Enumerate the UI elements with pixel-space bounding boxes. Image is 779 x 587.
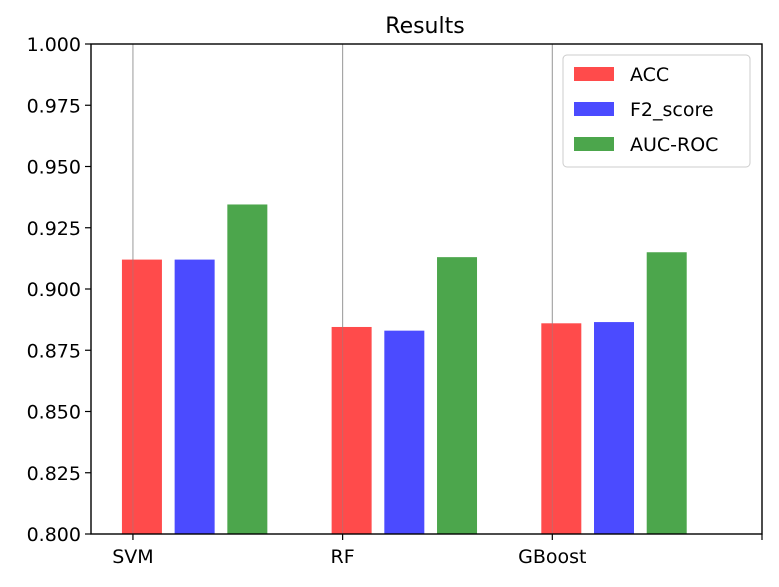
y-tick-label: 0.950: [27, 157, 81, 179]
legend-swatch: [574, 102, 614, 116]
y-tick-label: 0.975: [27, 95, 81, 117]
bar-acc-gboost: [541, 323, 582, 534]
x-tick-label: GBoost: [518, 546, 586, 568]
y-tick-label: 0.925: [27, 218, 81, 240]
bar-acc-svm: [121, 259, 162, 534]
y-tick-label: 1.000: [27, 34, 81, 56]
legend-label: ACC: [630, 64, 669, 86]
legend-label: AUC-ROC: [630, 134, 718, 156]
chart-title: Results: [385, 14, 464, 39]
y-tick-label: 0.825: [27, 463, 81, 485]
y-tick-label: 0.800: [27, 524, 81, 546]
legend-label: F2_score: [630, 99, 714, 121]
x-axis: SVM RF GBoost: [112, 534, 763, 568]
bar-auc-roc-gboost: [646, 252, 687, 534]
bar-f2-score-gboost: [594, 322, 635, 534]
legend-swatch: [574, 67, 614, 81]
y-tick-label: 0.850: [27, 402, 81, 424]
bar-auc-roc-rf: [437, 257, 478, 534]
legend-swatch: [574, 137, 614, 151]
bar-f2-score-rf: [384, 330, 425, 534]
bar-auc-roc-svm: [227, 204, 268, 534]
bars: [121, 44, 687, 534]
bar-acc-rf: [331, 326, 372, 534]
y-tick-label: 0.900: [27, 279, 81, 301]
x-tick-label: RF: [331, 546, 355, 568]
y-axis: 0.800 0.825 0.850 0.875 0.900 0.925 0.950 0.975…: [27, 34, 91, 546]
bar-f2-score-svm: [174, 259, 215, 534]
x-tick-label: SVM: [112, 546, 153, 568]
y-tick-label: 0.875: [27, 340, 81, 362]
legend: ACC F2_score AUC-ROC: [562, 54, 751, 168]
